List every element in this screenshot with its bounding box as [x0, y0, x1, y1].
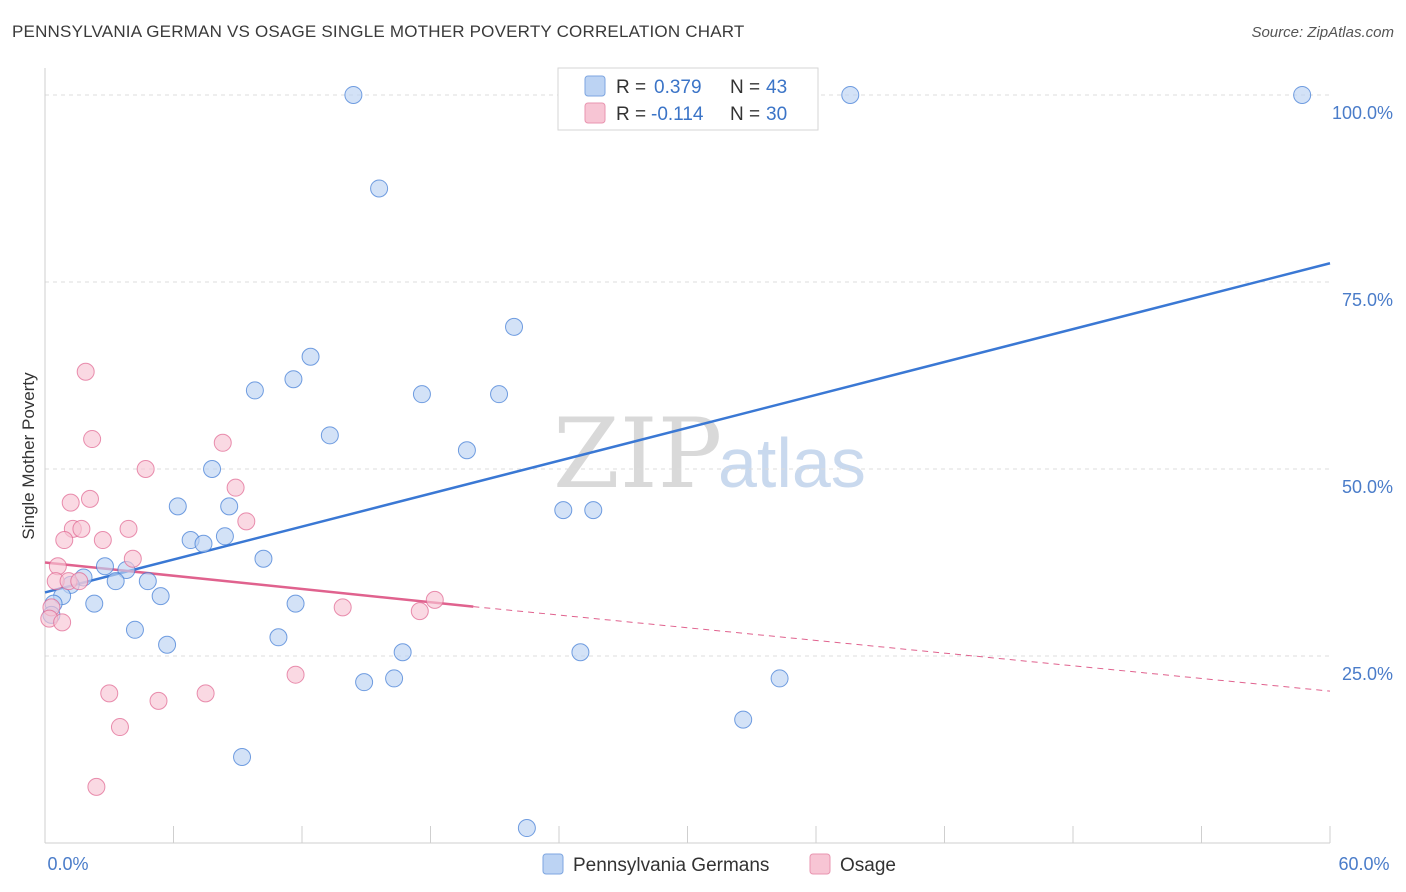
series-swatch-osage	[809, 853, 831, 875]
data-points	[40, 85, 1312, 838]
legend-r-label-2: R =	[616, 104, 646, 125]
pennsylvania-germans-point-31	[286, 594, 305, 613]
osage-point-6	[80, 489, 99, 508]
osage-point-7	[237, 512, 256, 531]
osage-point-27	[149, 691, 168, 710]
osage-point-14	[48, 557, 67, 576]
pennsylvania-germans-point-13	[168, 497, 187, 516]
y-tick-label-50: 50.0%	[1342, 477, 1393, 497]
osage-point-18	[425, 590, 444, 609]
pennsylvania-germans-point-11	[457, 441, 476, 460]
pennsylvania-germans-point-40	[770, 669, 789, 688]
legend-r-value-1: 0.379	[654, 77, 702, 98]
pennsylvania-germans-point-30	[85, 594, 104, 613]
osage-point-9	[72, 519, 91, 538]
osage-point-29	[87, 777, 106, 796]
legend-r-label-1: R =	[616, 77, 646, 98]
pennsylvania-germans-point-43	[517, 819, 536, 838]
osage-point-25	[100, 684, 119, 703]
pennsylvania-germans-point-35	[269, 628, 288, 647]
osage-point-5	[61, 493, 80, 512]
pennsylvania-germans-point-5	[301, 347, 320, 366]
legend-swatch-blue	[584, 75, 606, 97]
legend-n-value-2: 30	[766, 104, 787, 125]
pennsylvania-germans-point-10	[320, 426, 339, 445]
pennsylvania-germans-point-9	[490, 385, 509, 404]
pennsylvania-germans-point-42	[233, 747, 252, 766]
osage-point-2	[213, 433, 232, 452]
y-axis-label: Single Mother Poverty	[19, 372, 38, 540]
series-label-osage: Osage	[840, 855, 896, 876]
pennsylvania-germans-point-1	[841, 85, 860, 104]
osage-point-13	[123, 549, 142, 568]
legend-n-label-1: N =	[730, 77, 760, 98]
pennsylvania-germans-point-41	[734, 710, 753, 729]
pennsylvania-germans-point-3	[370, 179, 389, 198]
osage-point-24	[286, 665, 305, 684]
pennsylvania-germans-point-36	[393, 643, 412, 662]
watermark-atlas: atlas	[718, 424, 866, 502]
source-label: Source: ZipAtlas.com	[1251, 24, 1394, 41]
series-legend: Pennsylvania Germans Osage	[542, 853, 896, 876]
osage-point-11	[93, 531, 112, 550]
osage-point-3	[136, 459, 155, 478]
osage-trend-line-1	[44, 561, 474, 608]
pennsylvania-germans-point-14	[220, 497, 239, 516]
pennsylvania-germans-trend-line-0	[44, 262, 1331, 594]
series-swatch-pennsylvania-germans	[542, 853, 564, 875]
legend-n-value-1: 43	[766, 77, 787, 98]
x-tick-min: 0.0%	[47, 854, 88, 874]
y-tick-label-75: 75.0%	[1342, 290, 1393, 310]
pennsylvania-germans-point-24	[106, 572, 125, 591]
gridlines	[45, 94, 1330, 657]
y-tick-label-100: 100.0%	[1332, 103, 1393, 123]
y-tick-label-25: 25.0%	[1342, 664, 1393, 684]
pennsylvania-germans-point-34	[158, 635, 177, 654]
pennsylvania-germans-point-16	[584, 501, 603, 520]
legend-r-value-2: -0.114	[651, 104, 704, 125]
pennsylvania-germans-point-0	[344, 85, 363, 104]
pennsylvania-germans-point-6	[284, 370, 303, 389]
pennsylvania-germans-point-39	[355, 673, 374, 692]
trend-lines	[44, 262, 1331, 692]
osage-point-26	[196, 684, 215, 703]
pennsylvania-germans-point-25	[138, 572, 157, 591]
chart-title: PENNSYLVANIA GERMAN VS OSAGE SINGLE MOTH…	[12, 22, 745, 41]
pennsylvania-germans-point-7	[245, 381, 264, 400]
osage-trend-line-2	[473, 606, 1331, 692]
watermark-zip: ZIP	[553, 398, 722, 510]
pennsylvania-germans-point-8	[412, 385, 431, 404]
series-label-pennsylvania-germans: Pennsylvania Germans	[573, 855, 769, 876]
osage-point-10	[119, 519, 138, 538]
osage-point-1	[83, 430, 102, 449]
pennsylvania-germans-point-37	[571, 643, 590, 662]
osage-point-23	[53, 613, 72, 632]
pennsylvania-germans-point-12	[203, 459, 222, 478]
pennsylvania-germans-point-20	[254, 549, 273, 568]
axes	[44, 68, 1331, 844]
x-tick-max: 60.0%	[1338, 854, 1389, 874]
osage-point-12	[55, 531, 74, 550]
osage-point-28	[110, 718, 129, 737]
pennsylvania-germans-point-19	[215, 527, 234, 546]
osage-point-4	[226, 478, 245, 497]
pennsylvania-germans-point-33	[125, 620, 144, 639]
legend-swatch-pink	[584, 102, 606, 124]
pennsylvania-germans-point-28	[151, 587, 170, 606]
legend-n-label-2: N =	[730, 104, 760, 125]
pennsylvania-germans-point-15	[554, 501, 573, 520]
osage-point-20	[410, 602, 429, 621]
pennsylvania-germans-point-18	[194, 534, 213, 553]
osage-point-0	[76, 362, 95, 381]
osage-point-17	[70, 572, 89, 591]
pennsylvania-germans-point-38	[385, 669, 404, 688]
y-tick-labels: 25.0% 50.0% 75.0% 100.0%	[1332, 103, 1393, 684]
pennsylvania-germans-point-21	[95, 557, 114, 576]
pennsylvania-germans-point-4	[505, 317, 524, 336]
osage-point-19	[333, 598, 352, 617]
correlation-legend: R = 0.379 N = 43 R = -0.114 N = 30	[557, 67, 819, 131]
pennsylvania-germans-point-2	[1293, 85, 1312, 104]
